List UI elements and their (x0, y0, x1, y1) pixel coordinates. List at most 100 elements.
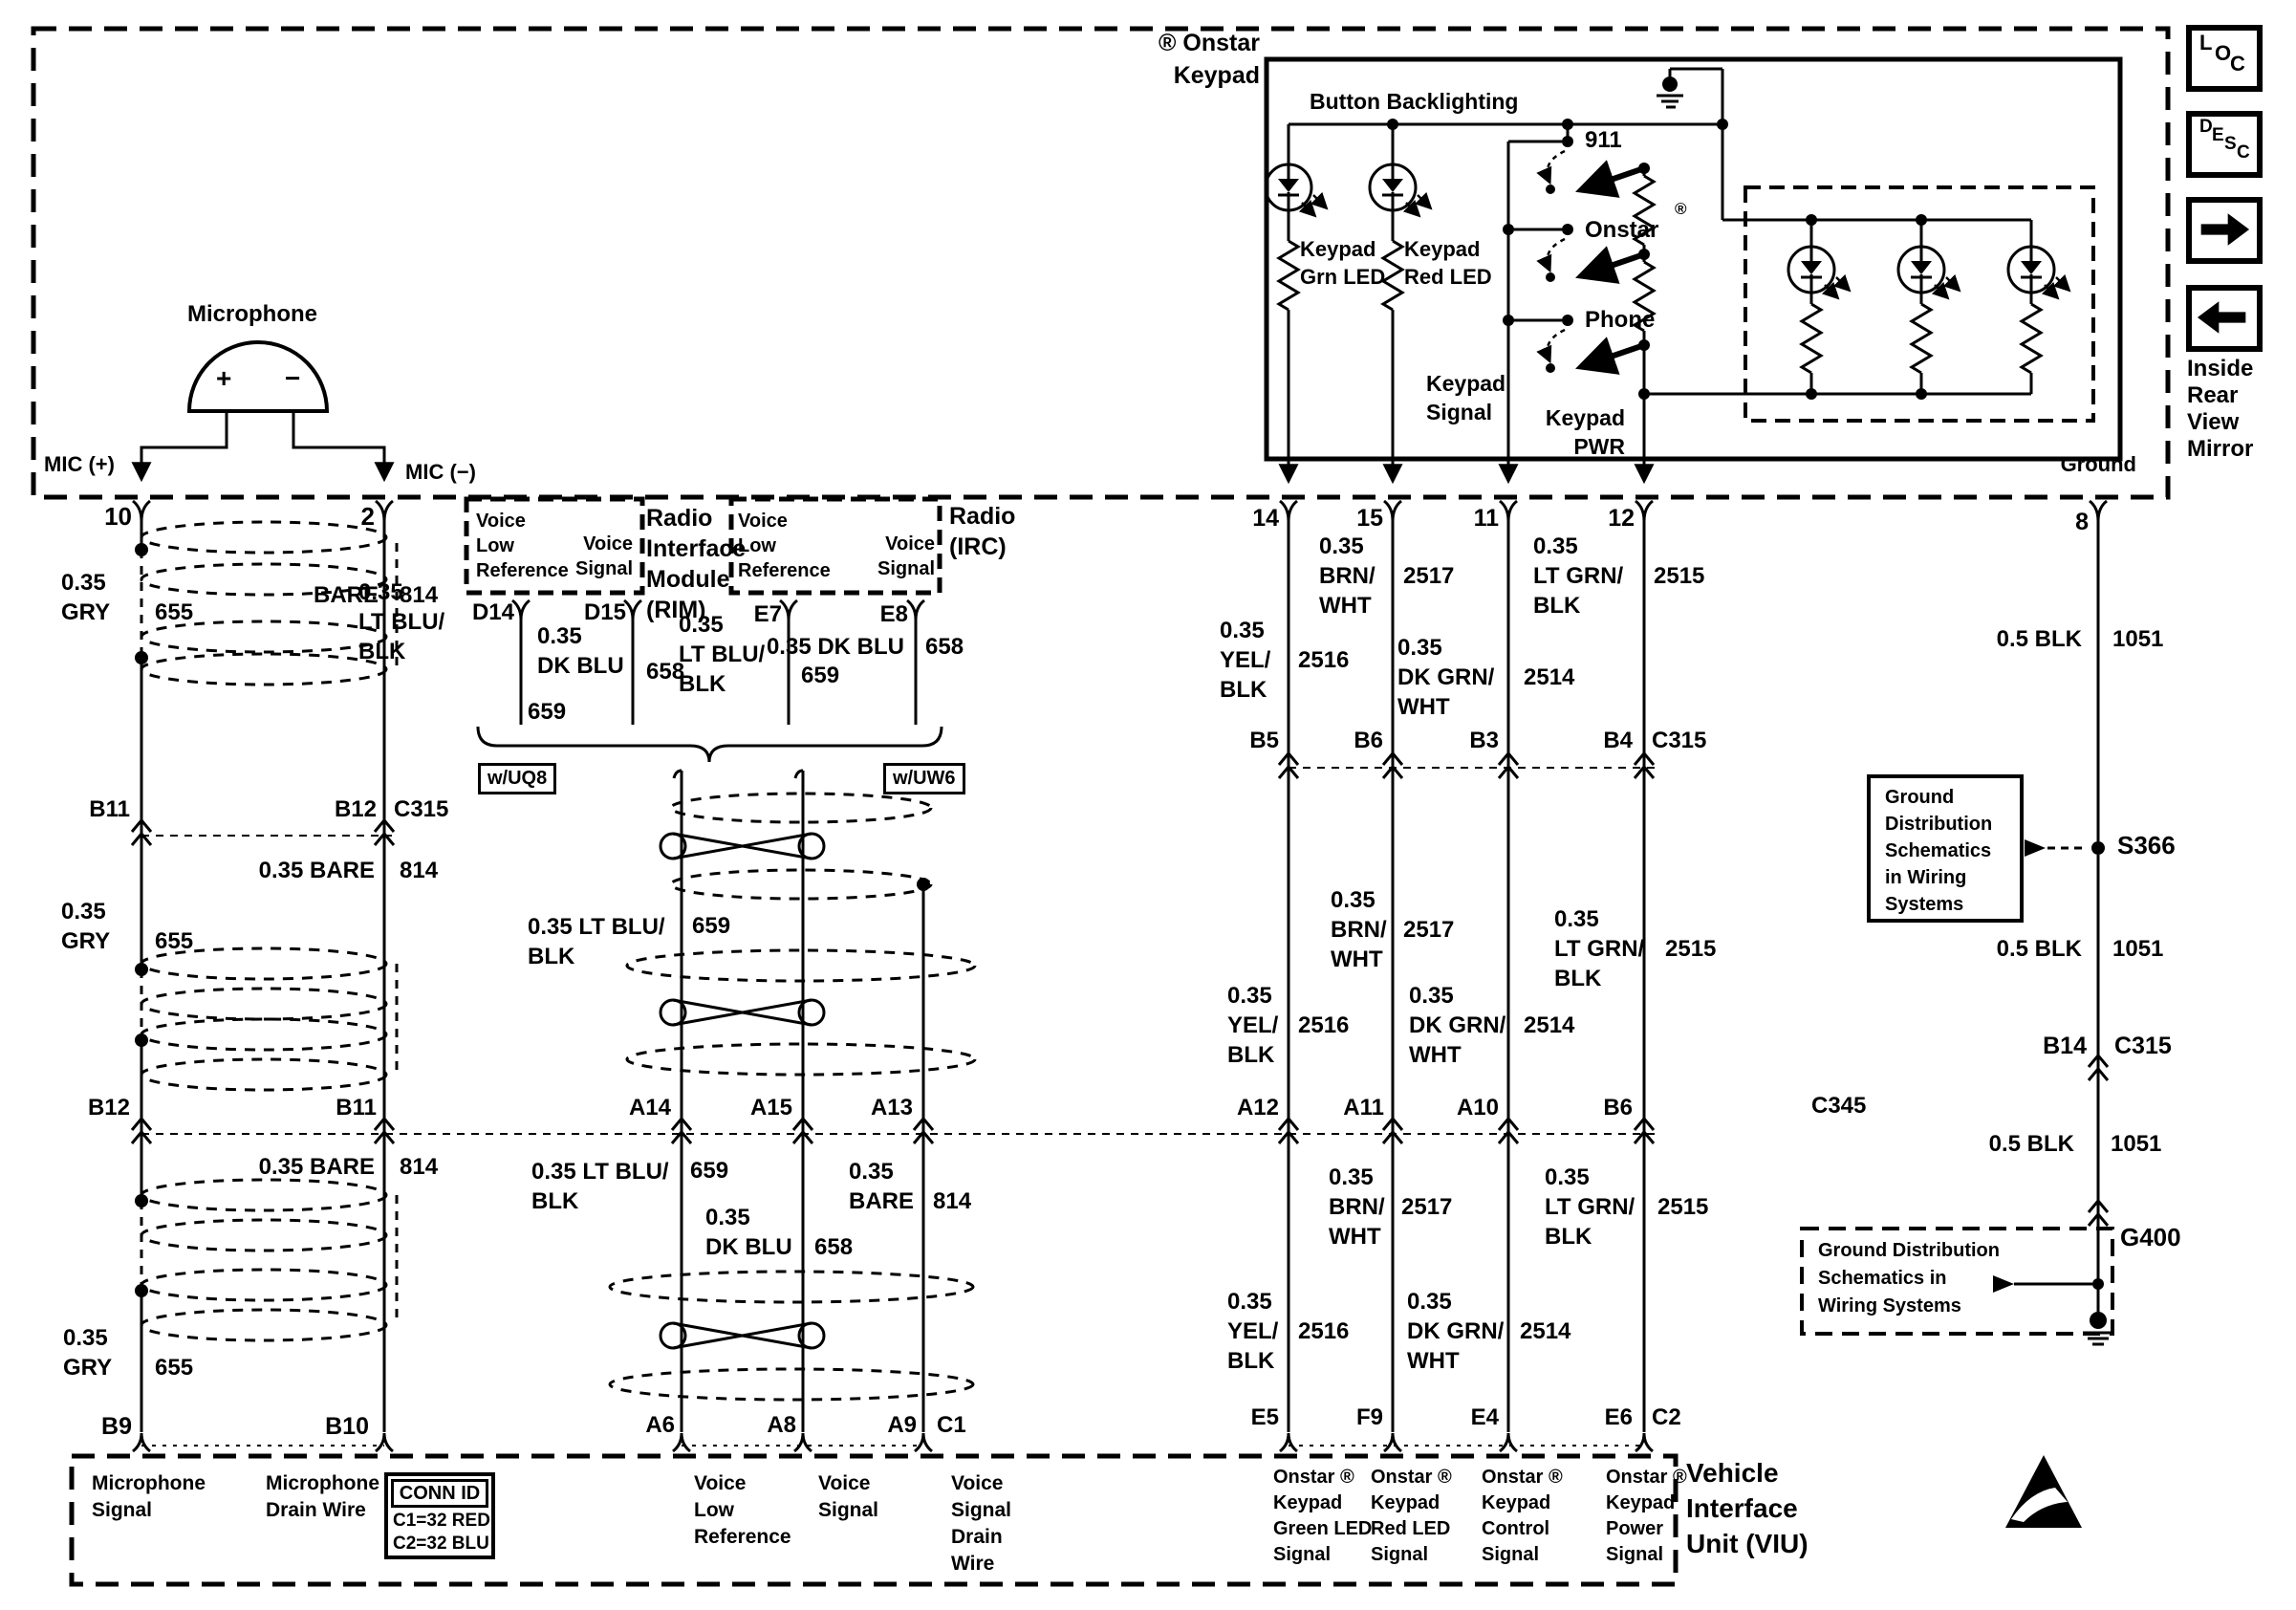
right-arrow-icon (2200, 213, 2250, 246)
wire2516-2-label-line: YEL/ (1227, 1012, 1279, 1038)
conn-c315-b-line: C315 (1652, 728, 1707, 753)
pin-14: 14 (1252, 503, 1279, 533)
wire2515-3-label-line: BLK (1545, 1224, 1592, 1250)
wire2514-3-label-line: DK GRN/ (1407, 1318, 1505, 1344)
splice-s366: S366 (2117, 830, 2176, 861)
wire658-3-num: 658 (814, 1233, 853, 1263)
wire2514-3-label-line: 0.35 (1407, 1289, 1452, 1315)
ground-g400-line: G400 (2120, 1223, 2181, 1251)
wire2517-1-num: 2517 (1403, 562, 1454, 592)
wire659-4-num: 659 (690, 1157, 728, 1186)
pin-d15-line: D15 (583, 599, 626, 625)
wire2517-2-num-line: 2517 (1403, 917, 1455, 943)
wire2515-1-num: 2515 (1654, 562, 1704, 592)
pin-d15: D15 (584, 598, 626, 628)
wire2515-1-label-line: BLK (1533, 593, 1581, 619)
viu-mic-signal-label-line: Microphone (92, 1472, 206, 1494)
wire659-2-label-line: BLK (679, 671, 726, 697)
wire814-2-num: 814 (400, 857, 438, 886)
keypad-red-led-label-line: Red LED (1404, 265, 1492, 289)
voice-box-rim-right (728, 496, 942, 596)
wire659-2-num: 659 (801, 662, 839, 691)
pin-8: 8 (2075, 507, 2089, 537)
pin-b4-line: B4 (1603, 728, 1633, 753)
wire655-2-label-line: 0.35 (61, 899, 106, 925)
microphone-symbol (131, 340, 395, 483)
wire659-1-label-line: BLK (358, 639, 406, 664)
voice-low-ref-2: Voice Low Reference (738, 509, 831, 583)
viu-power-label-line: Signal (1606, 1544, 1664, 1565)
g400-box-text-line: Schematics in (1818, 1268, 1947, 1289)
inside-mirror-label-line: View (2187, 409, 2240, 435)
wire655-2-num-line: 655 (155, 928, 194, 954)
wire2517-1-label-line: BRN/ (1319, 563, 1375, 589)
pin-funnels (132, 499, 2108, 1453)
viu-red-led-label-line: Red LED (1371, 1518, 1451, 1539)
wire659-2-label: 0.35 LT BLU/BLK (679, 610, 765, 699)
viu-title-line: Unit (VIU) (1686, 1529, 1809, 1558)
pin-a10: A10 (1457, 1094, 1499, 1123)
wire655-1-label-line: GRY (61, 599, 111, 625)
viu-voice-low-label: Voice Low Reference (694, 1470, 791, 1551)
page-back-button[interactable] (2186, 285, 2263, 352)
pin-11-line: 11 (1473, 505, 1499, 532)
pin-b5: B5 (1249, 727, 1279, 756)
pin-a6-line: A6 (645, 1412, 675, 1438)
voice-low-ref-2-line: Low (738, 535, 776, 556)
wire658-1-label-line: 0.35 (537, 623, 582, 649)
wire2517-2-num: 2517 (1403, 916, 1454, 946)
viu-control-label-line: Onstar ® (1482, 1467, 1563, 1488)
wire2514-1-label-line: DK GRN/ (1397, 664, 1495, 690)
pin-a13: A13 (871, 1094, 913, 1123)
switch-911-label: 911 (1585, 126, 1622, 156)
wire659-3-label-line: BLK (528, 944, 575, 969)
rim-title-line: Radio (646, 505, 713, 532)
conn-c2: C2 (1652, 1403, 1681, 1433)
pin-2: 2 (361, 501, 375, 533)
wire1051-1-num-line: 1051 (2112, 626, 2164, 652)
viu-voice-signal-label-line: Signal (818, 1499, 879, 1521)
keypad-grn-led-label-line: Grn LED (1300, 265, 1386, 289)
keypad-pwr-label-line: PWR (1573, 434, 1625, 459)
conn-c315-a: C315 (394, 795, 448, 825)
keypad-led-triangles (1278, 179, 2042, 274)
pin-b11-b: B11 (336, 1094, 377, 1123)
pin-d14-line: D14 (471, 599, 514, 625)
wire2516-3-label-line: 0.35 (1227, 1289, 1272, 1315)
wire2514-2-num-line: 2514 (1524, 1012, 1575, 1038)
left-arrow-icon (2197, 301, 2246, 334)
pin-b11-b-line: B11 (336, 1095, 377, 1120)
wire2516-1-label: 0.35 YEL/BLK (1220, 616, 1270, 705)
rim-title-line: Interface (646, 535, 747, 562)
pin-e7: E7 (754, 600, 782, 630)
wire814-1-num-line: 814 (400, 582, 439, 608)
pin-a8: A8 (767, 1411, 796, 1441)
wire1051-3-label: 0.5 BLK (1989, 1130, 2074, 1160)
gdist-box-text: Ground Distribution Schematics in Wiring Sys… (1885, 784, 1992, 918)
voice-low-ref-1-line: Reference (476, 560, 569, 581)
wire659-4-num-line: 659 (690, 1158, 729, 1184)
conn-id-table: CONN ID C1=32 RED C2=32 BLU (384, 1472, 495, 1559)
viu-mic-drain-label-line: Microphone (266, 1472, 379, 1494)
wire2514-2-label: 0.35 DK GRN/WHT (1409, 981, 1505, 1070)
pin-e4-line: E4 (1470, 1404, 1499, 1430)
pin-b9: B9 (101, 1411, 132, 1442)
wire655-1-num-line: 655 (155, 599, 194, 625)
wire814-4-num: 814 (933, 1187, 971, 1217)
switch-onstar-label-line: Onstar (1585, 217, 1659, 243)
viu-grn-led-label: Onstar ® Keypad Green LED Signal (1273, 1465, 1372, 1568)
voice-signal-1-line: Signal (574, 558, 633, 579)
esd-warning-icon (2005, 1455, 2082, 1528)
pin-f9-line: F9 (1355, 1404, 1383, 1430)
voice-box-rim-left (464, 496, 645, 596)
ground-g400: G400 (2120, 1222, 2181, 1253)
pin-a15: A15 (750, 1094, 792, 1123)
pin-b3: B3 (1469, 727, 1499, 756)
page-forward-button[interactable] (2186, 197, 2263, 264)
viu-grn-led-label-line: Signal (1273, 1544, 1332, 1565)
wire2517-3-label-line: BRN/ (1329, 1194, 1385, 1220)
pin-b12-a: B12 (335, 795, 377, 825)
viu-grn-led-label-line: Onstar ® (1273, 1467, 1354, 1488)
